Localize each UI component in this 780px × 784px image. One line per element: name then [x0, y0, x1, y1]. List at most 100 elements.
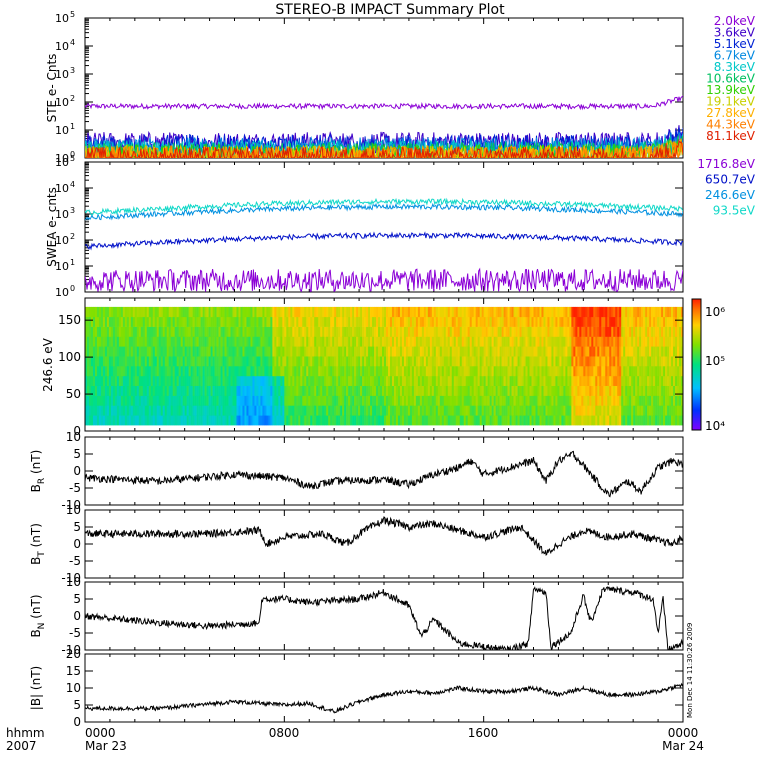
heatmap-cell — [272, 405, 275, 416]
heatmap-cell — [148, 316, 152, 327]
heatmap-cell — [643, 346, 646, 357]
heatmap-cell — [284, 385, 287, 396]
heatmap-cell — [563, 375, 566, 386]
heatmap-cell — [393, 346, 397, 357]
heatmap-cell — [108, 395, 112, 406]
heatmap-cell — [316, 316, 319, 327]
heatmap-cell — [525, 415, 528, 426]
heatmap-cell — [194, 366, 197, 377]
heatmap-cell — [439, 336, 443, 347]
heatmap-cell — [206, 356, 209, 367]
heatmap-cell — [519, 405, 522, 416]
heatmap-cell — [555, 326, 558, 337]
heatmap-cell — [118, 346, 122, 357]
heatmap-cell — [122, 366, 126, 377]
heatmap-cell — [591, 415, 594, 426]
heatmap-cell — [178, 385, 181, 396]
heatmap-cell — [198, 356, 201, 367]
heatmap-cell — [220, 375, 223, 386]
heatmap-cell — [673, 366, 676, 377]
heatmap-cell — [663, 346, 666, 357]
heatmap-cell — [270, 405, 273, 416]
heatmap-cell — [575, 306, 578, 318]
heatmap-cell — [286, 356, 289, 367]
heatmap-cell — [376, 336, 379, 347]
heatmap-cell — [401, 415, 405, 426]
heatmap-cell — [310, 375, 313, 386]
heatmap-cell — [605, 366, 608, 377]
heatmap-cell — [555, 346, 558, 357]
heatmap-cell — [114, 395, 118, 406]
heatmap-cell — [535, 405, 538, 416]
heatmap-cell — [280, 336, 283, 347]
heatmap-cell — [531, 336, 534, 347]
heatmap-cell — [222, 336, 225, 347]
heatmap-cell — [112, 316, 116, 327]
heatmap-cell — [669, 306, 672, 318]
heatmap-cell — [294, 405, 297, 416]
heatmap-cell — [609, 306, 612, 318]
heatmap-cell — [300, 375, 303, 386]
heatmap-cell — [603, 415, 606, 426]
heatmap-cell — [154, 356, 158, 367]
heatmap-cell — [567, 405, 570, 416]
heatmap-cell — [88, 316, 92, 327]
heatmap-cell — [483, 326, 486, 337]
heatmap-cell — [673, 336, 676, 347]
heatmap-cell — [148, 366, 152, 377]
heatmap-cell — [106, 316, 110, 327]
heatmap-cell — [122, 395, 126, 406]
heatmap-cell — [150, 366, 154, 377]
heatmap-cell — [306, 375, 309, 386]
heatmap-cell — [525, 366, 528, 377]
heatmap-cell — [94, 326, 98, 337]
heatmap-cell — [294, 336, 297, 347]
heatmap-cell — [198, 385, 201, 396]
heatmap-cell — [637, 375, 640, 386]
heatmap-cell — [465, 346, 469, 357]
heatmap-cell — [437, 405, 441, 416]
heatmap-cell — [567, 316, 570, 327]
heatmap-cell — [567, 395, 570, 406]
heatmap-cell — [258, 356, 261, 367]
heatmap-cell — [505, 415, 508, 426]
heatmap-cell — [485, 385, 488, 396]
heatmap-cell — [308, 395, 311, 406]
heatmap-cell — [314, 326, 317, 337]
heatmap-cell — [401, 346, 405, 357]
heatmap-cell — [533, 415, 536, 426]
heatmap-cell — [264, 356, 267, 367]
heatmap-cell — [238, 385, 241, 396]
heatmap-cell — [427, 375, 431, 386]
heatmap-cell — [146, 316, 150, 327]
heatmap-cell — [304, 395, 307, 406]
heatmap-cell — [244, 356, 247, 367]
heatmap-cell — [344, 385, 347, 396]
heatmap-cell — [511, 375, 514, 386]
heatmap-cell — [487, 346, 490, 357]
heatmap-cell — [170, 405, 173, 416]
heatmap-cell — [216, 395, 219, 406]
heatmap-cell — [585, 366, 588, 377]
heatmap-cell — [342, 385, 345, 396]
heatmap-cell — [128, 395, 132, 406]
heatmap-cell — [380, 336, 383, 347]
heatmap-cell — [226, 356, 229, 367]
heatmap-cell — [535, 356, 538, 367]
heatmap-cell — [250, 336, 253, 347]
heatmap-cell — [144, 346, 148, 357]
heatmap-cell — [415, 346, 419, 357]
heatmap-cell — [238, 306, 241, 318]
heatmap-cell — [443, 346, 447, 357]
heatmap-cell — [553, 375, 556, 386]
heatmap-cell — [198, 306, 201, 318]
heatmap-cell — [242, 405, 245, 416]
heatmap-cell — [154, 385, 158, 396]
heatmap-cell — [212, 405, 215, 416]
heatmap-cell — [629, 306, 632, 318]
heatmap-cell — [395, 366, 399, 377]
heatmap-cell — [184, 395, 187, 406]
heatmap-cell — [100, 316, 104, 327]
heatmap-cell — [619, 366, 622, 377]
heatmap-cell — [374, 375, 377, 386]
